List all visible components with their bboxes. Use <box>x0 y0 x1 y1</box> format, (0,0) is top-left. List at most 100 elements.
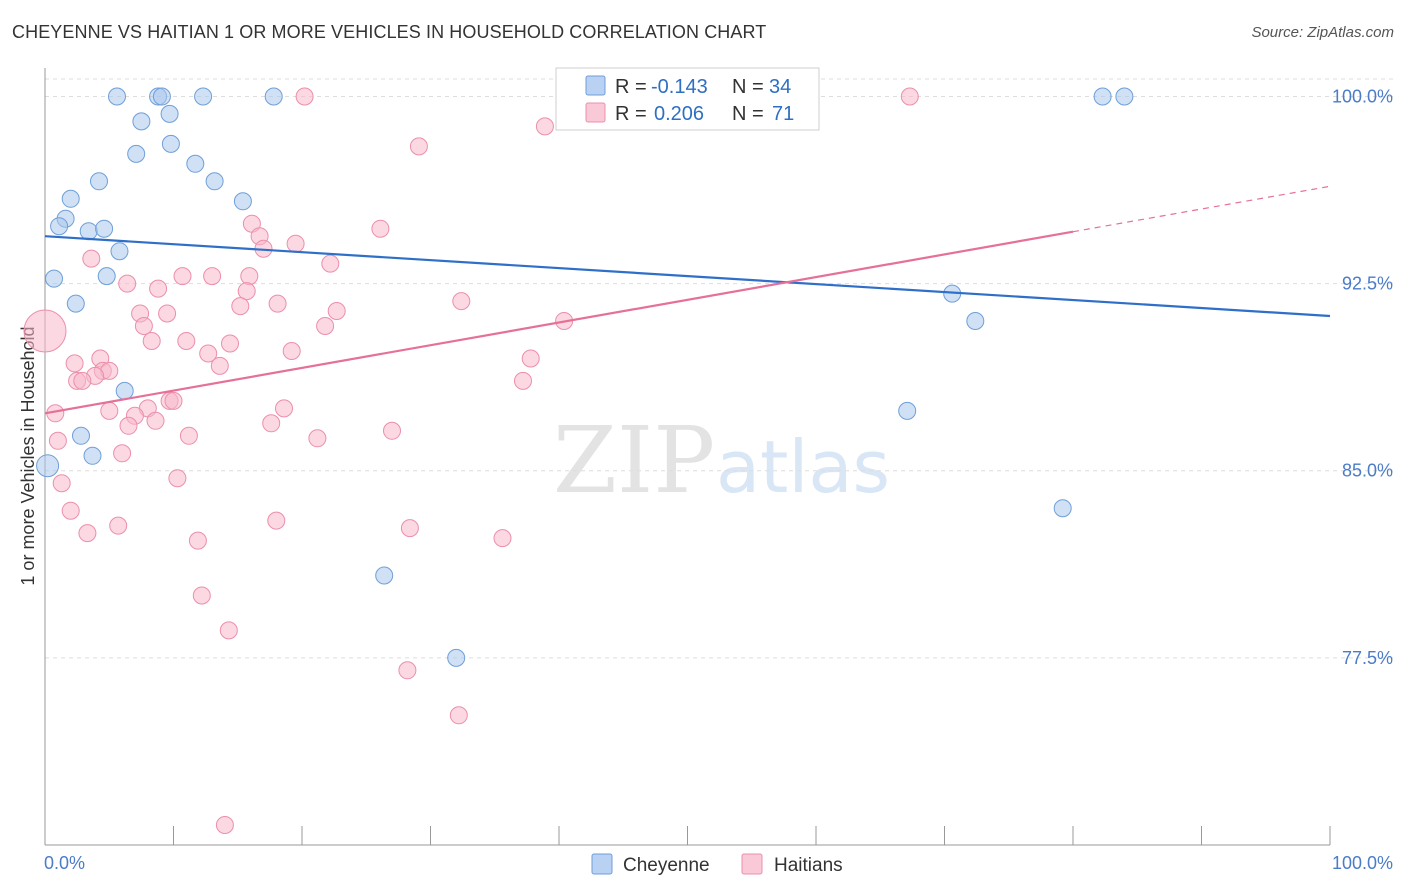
data-point-haitians <box>164 391 183 410</box>
data-point-haitians <box>188 531 207 550</box>
data-point-cheyenne <box>45 269 63 288</box>
data-point-haitians <box>134 317 153 335</box>
x-tick-label-max: 100.0% <box>1332 853 1393 873</box>
legend-swatch-haitians <box>585 102 606 123</box>
points-layer <box>23 87 1134 834</box>
data-point-cheyenne <box>110 242 129 261</box>
data-point-haitians <box>146 411 165 430</box>
data-point-cheyenne <box>115 381 134 400</box>
grid <box>45 78 1393 659</box>
watermark: ZIP atlas <box>553 407 890 514</box>
data-point-cheyenne <box>205 172 224 191</box>
data-point-haitians <box>493 529 512 548</box>
y-tick-label: 85.0% <box>1342 461 1393 481</box>
data-point-haitians <box>295 87 314 106</box>
data-point-haitians <box>900 87 919 106</box>
data-point-cheyenne <box>90 172 108 191</box>
data-point-haitians <box>52 474 71 493</box>
data-point-haitians <box>398 661 417 680</box>
data-point-haitians <box>168 469 187 488</box>
data-point-cheyenne <box>447 648 466 667</box>
legend-r-label-1: R = <box>615 76 647 98</box>
watermark-atlas: atlas <box>716 425 890 509</box>
data-point-haitians <box>215 816 234 834</box>
data-point-cheyenne <box>61 189 80 208</box>
data-point-haitians <box>237 282 256 301</box>
data-point-haitians <box>210 356 229 375</box>
trend-lines <box>44 185 1331 415</box>
data-point-haitians <box>400 519 419 538</box>
data-point-haitians <box>275 399 293 418</box>
legend-r-value-1: -0.143 <box>651 76 708 98</box>
data-point-haitians <box>179 426 198 445</box>
data-point-haitians <box>514 371 532 390</box>
data-point-haitians <box>109 516 128 535</box>
data-point-cheyenne <box>152 87 171 106</box>
data-point-cheyenne <box>1093 87 1112 106</box>
trend-line-cheyenne <box>44 235 1331 318</box>
series-legend-swatch-cheyenne <box>591 853 613 875</box>
data-point-haitians <box>452 292 471 311</box>
legend-swatch-cheyenne <box>585 75 606 96</box>
data-point-haitians <box>158 304 177 323</box>
data-point-haitians <box>282 342 301 360</box>
data-point-cheyenne <box>1053 499 1072 518</box>
stats-legend: R = -0.143 N = 34 R = 0.206 N = 71 <box>555 67 820 131</box>
trend-line-haitians <box>44 230 1074 415</box>
data-point-haitians <box>267 511 286 530</box>
data-point-cheyenne <box>194 87 213 106</box>
series-cheyenne-points <box>36 87 1134 667</box>
legend-r-value-2: 0.206 <box>654 103 704 125</box>
data-point-haitians <box>23 309 67 353</box>
y-axis-title: 1 or more Vehicles in Household <box>18 326 38 585</box>
data-point-haitians <box>73 371 92 390</box>
data-point-cheyenne <box>966 312 985 330</box>
series-legend-swatch-haitians <box>741 853 763 875</box>
data-point-haitians <box>192 586 211 605</box>
chart-source: Source: ZipAtlas.com <box>1251 24 1394 41</box>
y-tick-labels: 100.0% 92.5% 85.0% 77.5% <box>1332 87 1393 668</box>
data-point-haitians <box>268 294 287 313</box>
data-point-haitians <box>286 234 305 253</box>
data-point-haitians <box>231 297 250 316</box>
data-point-cheyenne <box>1115 87 1134 106</box>
data-point-cheyenne <box>66 294 85 313</box>
data-point-haitians <box>221 334 239 353</box>
legend-n-value-2: 71 <box>772 103 794 125</box>
data-point-haitians <box>308 429 327 448</box>
data-point-cheyenne <box>233 192 252 211</box>
chart-title: CHEYENNE VS HAITIAN 1 OR MORE VEHICLES I… <box>12 22 767 42</box>
series-legend-haitians: Haitians <box>774 855 843 876</box>
data-point-haitians <box>142 332 161 350</box>
data-point-cheyenne <box>95 219 114 238</box>
data-point-haitians <box>82 249 101 268</box>
data-point-cheyenne <box>50 217 69 236</box>
data-point-cheyenne <box>375 566 394 585</box>
data-point-cheyenne <box>97 267 116 286</box>
data-point-cheyenne <box>161 134 180 153</box>
data-point-haitians <box>177 332 196 350</box>
trend-line-extension-haitians <box>1072 185 1331 233</box>
data-point-haitians <box>321 254 340 273</box>
data-point-haitians <box>78 524 97 543</box>
data-point-haitians <box>100 401 119 420</box>
y-tick-label: 92.5% <box>1342 274 1393 294</box>
data-point-haitians <box>173 267 192 286</box>
data-point-haitians <box>149 279 168 298</box>
data-point-cheyenne <box>898 401 917 420</box>
data-point-haitians <box>61 501 80 520</box>
data-point-haitians <box>449 706 468 725</box>
data-point-haitians <box>219 621 238 640</box>
y-tick-label: 77.5% <box>1342 648 1393 668</box>
data-point-haitians <box>65 354 84 373</box>
data-point-haitians <box>113 444 132 463</box>
data-point-haitians <box>535 117 554 136</box>
data-point-haitians <box>118 274 137 293</box>
data-point-haitians <box>521 349 540 368</box>
watermark-zip: ZIP <box>553 407 715 514</box>
data-point-haitians <box>409 137 428 156</box>
data-point-cheyenne <box>108 87 126 106</box>
data-point-haitians <box>199 344 218 363</box>
data-point-cheyenne <box>72 426 90 445</box>
